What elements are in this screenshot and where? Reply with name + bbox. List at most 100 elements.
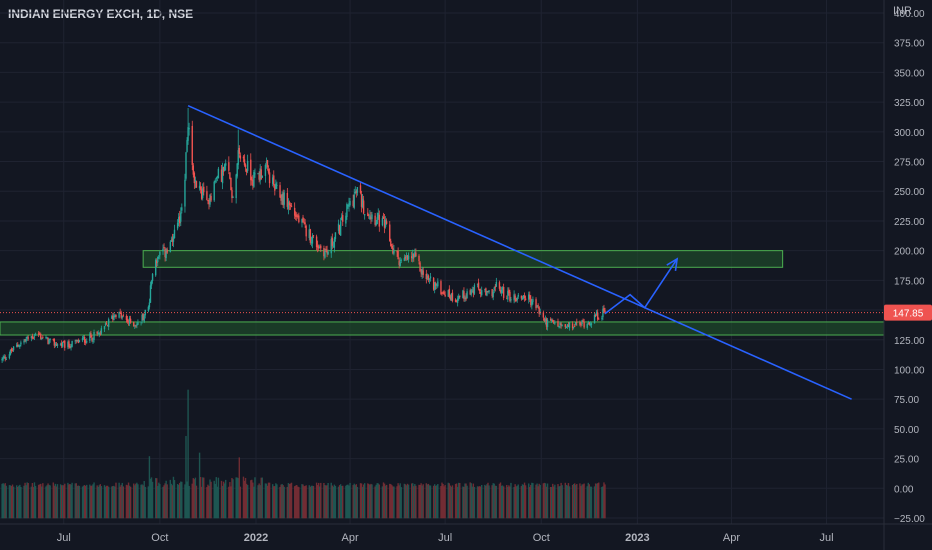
candle-body bbox=[223, 164, 226, 171]
support-resistance-zones[interactable] bbox=[0, 250, 885, 336]
volume-bar bbox=[440, 486, 442, 519]
volume-bar bbox=[331, 485, 333, 519]
candle-body bbox=[399, 261, 401, 267]
time-axis[interactable]: Jul Oct 2022 Apr Jul Oct 2023 Apr Jul bbox=[0, 523, 932, 544]
candle-body bbox=[531, 301, 533, 306]
candle-body bbox=[473, 285, 476, 294]
volume-bar bbox=[378, 484, 381, 519]
volume-bar bbox=[287, 483, 290, 519]
volume-bar bbox=[258, 483, 260, 519]
candle-body bbox=[420, 272, 422, 274]
chart-title: INDIAN ENERGY EXCH, 1D, NSE bbox=[8, 7, 194, 21]
candle-body bbox=[70, 346, 72, 348]
candle-body bbox=[405, 255, 408, 258]
volume-bar bbox=[604, 484, 606, 519]
volume-bar bbox=[216, 486, 219, 519]
candle-body bbox=[128, 317, 131, 324]
volume-bar bbox=[207, 484, 209, 519]
volume-bar bbox=[24, 482, 26, 519]
volume-bar bbox=[149, 478, 152, 519]
volume-bar bbox=[45, 486, 47, 519]
arrow-head bbox=[666, 257, 679, 271]
candle-body bbox=[324, 250, 326, 258]
volume-bar bbox=[469, 482, 471, 519]
volume-bar bbox=[115, 482, 117, 519]
volume-bar bbox=[77, 485, 80, 519]
volume-bar bbox=[206, 487, 208, 519]
volume-bar bbox=[185, 436, 187, 519]
volume-bar bbox=[246, 485, 249, 519]
candle-body bbox=[499, 289, 502, 293]
candle-body bbox=[172, 236, 175, 242]
candle-body bbox=[297, 215, 299, 218]
volume-bar bbox=[136, 482, 138, 519]
candle-body bbox=[442, 292, 444, 294]
volume-bar bbox=[348, 485, 350, 519]
volume-bar bbox=[297, 486, 299, 519]
candle-body bbox=[604, 310, 606, 313]
volume-bar bbox=[581, 484, 583, 519]
volume-bar bbox=[106, 485, 109, 519]
volume-bar bbox=[368, 484, 370, 519]
volume-bar bbox=[338, 485, 341, 519]
candle-body bbox=[456, 298, 459, 303]
volume-bar bbox=[180, 481, 182, 519]
volume-bar bbox=[448, 483, 451, 519]
candle-body bbox=[334, 232, 337, 240]
volume-bar bbox=[404, 484, 407, 519]
candle-body bbox=[593, 314, 596, 324]
candle-body bbox=[412, 253, 414, 259]
candle-body bbox=[502, 286, 505, 298]
candle-body bbox=[459, 295, 461, 297]
candle-body bbox=[378, 214, 381, 227]
volume-bar bbox=[84, 485, 87, 519]
candle-body bbox=[46, 336, 48, 338]
candle-body bbox=[370, 217, 372, 219]
volume-bar bbox=[603, 482, 605, 519]
drawing-lines[interactable] bbox=[0, 104, 884, 400]
candle-body bbox=[400, 260, 402, 261]
candle-body bbox=[471, 289, 474, 291]
y-tick-label: 100.00 bbox=[894, 365, 925, 376]
candle-body bbox=[259, 168, 261, 181]
volume-bar bbox=[308, 485, 310, 519]
candle-body bbox=[310, 242, 313, 243]
candle-body bbox=[195, 181, 198, 188]
volume-bar bbox=[231, 478, 233, 519]
volume-bar bbox=[150, 477, 153, 519]
volume-bar bbox=[432, 485, 435, 519]
volume-bar bbox=[47, 483, 49, 519]
volume-bar bbox=[179, 482, 181, 519]
candle-body bbox=[99, 333, 102, 335]
price-axis[interactable]: −25.000.0025.0050.0075.00100.00125.00150… bbox=[883, 0, 932, 550]
volume-bar bbox=[552, 483, 554, 519]
candle-body bbox=[464, 298, 466, 299]
candle-body bbox=[125, 315, 128, 320]
volume-bar bbox=[403, 483, 406, 519]
candle-body bbox=[532, 299, 534, 303]
volume-bar bbox=[473, 487, 476, 519]
candle-body bbox=[470, 290, 472, 295]
y-tick-label: 125.00 bbox=[894, 336, 925, 347]
volume-bar bbox=[69, 483, 71, 519]
volume-bar bbox=[114, 486, 116, 519]
volume-bar bbox=[319, 486, 321, 519]
candle-body bbox=[542, 312, 545, 318]
volume-bar bbox=[479, 486, 482, 519]
volume-bar bbox=[575, 485, 577, 519]
candle-body bbox=[393, 249, 395, 254]
candle-body bbox=[193, 172, 196, 184]
candle-body bbox=[317, 246, 320, 249]
candle-body bbox=[466, 291, 468, 299]
volume-bar bbox=[171, 485, 174, 519]
candle-body bbox=[558, 326, 560, 328]
candle-body bbox=[202, 188, 204, 198]
volume-bar bbox=[67, 482, 69, 519]
volume-bar bbox=[137, 484, 139, 519]
candle-body bbox=[486, 290, 488, 296]
y-tick-label: 400.00 bbox=[894, 9, 925, 20]
volume-bar bbox=[564, 482, 567, 519]
y-tick-label: 375.00 bbox=[894, 39, 925, 50]
candle-body bbox=[287, 201, 290, 209]
